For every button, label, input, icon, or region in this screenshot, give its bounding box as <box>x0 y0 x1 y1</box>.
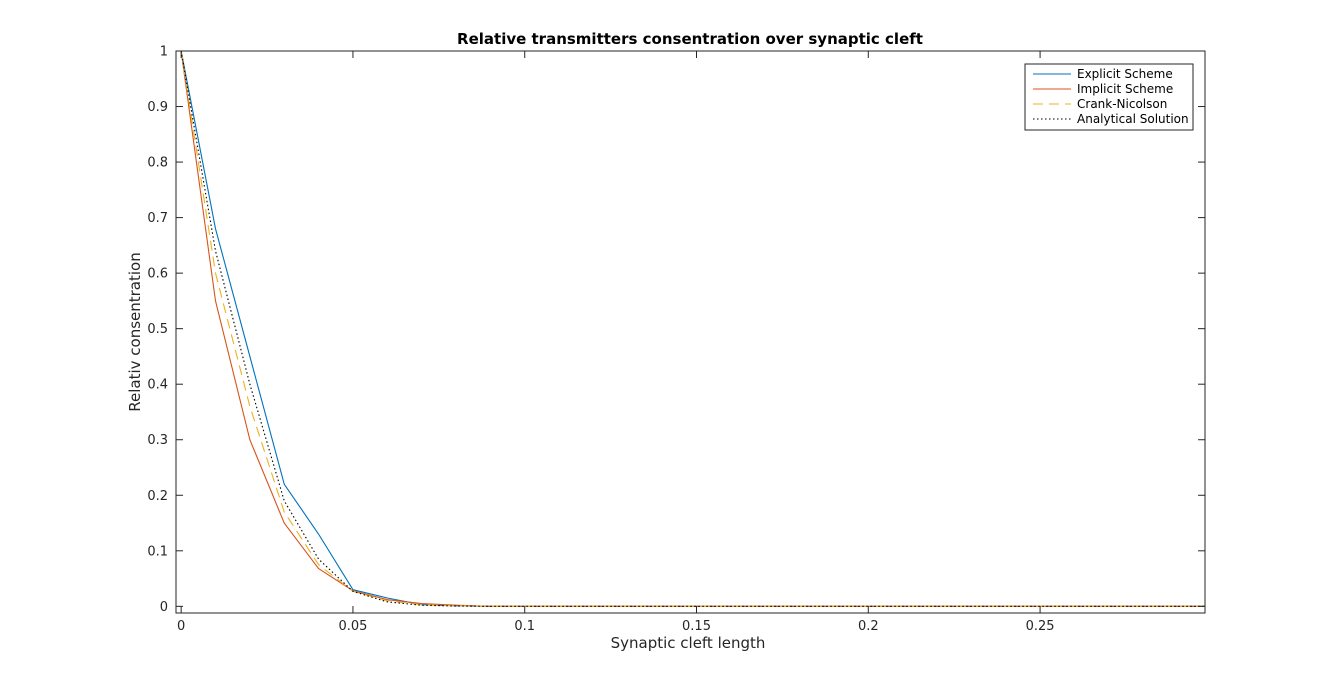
tick-layer: 0 0.05 0.1 0.15 0.2 0.25 0 0.1 0.2 0.3 0.4 0.5 0.6 0.… <box>147 45 1205 634</box>
x-tick-label: 0.15 <box>682 619 711 634</box>
x-tick-label: 0 <box>177 619 185 634</box>
y-tick-label: 0.5 <box>147 322 168 337</box>
legend-label-1: Explicit Scheme <box>1077 67 1173 81</box>
x-axis-title: Synaptic cleft length <box>611 634 766 652</box>
series-line-3 <box>180 50 1205 607</box>
x-tick-label: 0.25 <box>1026 619 1055 634</box>
y-tick-label: 0.2 <box>147 489 168 504</box>
chart-title: Relative transmitters consentration over… <box>457 30 923 48</box>
series-line-1 <box>180 50 1205 607</box>
x-tick-label: 0.05 <box>338 619 367 634</box>
plot-area <box>175 50 1206 614</box>
y-tick-label: 0.8 <box>147 156 168 171</box>
legend-label-3: Crank-Nicolson <box>1077 97 1167 111</box>
y-tick-label: 0.3 <box>147 433 168 448</box>
series-layer <box>180 50 1205 607</box>
series-line-2 <box>180 50 1205 607</box>
x-tick-label: 0.2 <box>858 619 879 634</box>
y-tick-label: 0.7 <box>147 211 168 226</box>
y-tick-label: 0.1 <box>147 544 168 559</box>
legend-label-4: Analytical Solution <box>1077 112 1189 126</box>
series-line-4 <box>180 50 1205 607</box>
y-tick-label: 0.6 <box>147 267 168 282</box>
y-tick-label: 1 <box>160 45 168 60</box>
legend-label-2: Implicit Scheme <box>1077 82 1173 96</box>
y-tick-label: 0 <box>160 600 168 615</box>
y-axis-title: Relativ consentration <box>126 252 144 412</box>
x-tick-label: 0.1 <box>514 619 535 634</box>
y-tick-label: 0.4 <box>147 378 168 393</box>
y-tick-label: 0.9 <box>147 100 168 115</box>
